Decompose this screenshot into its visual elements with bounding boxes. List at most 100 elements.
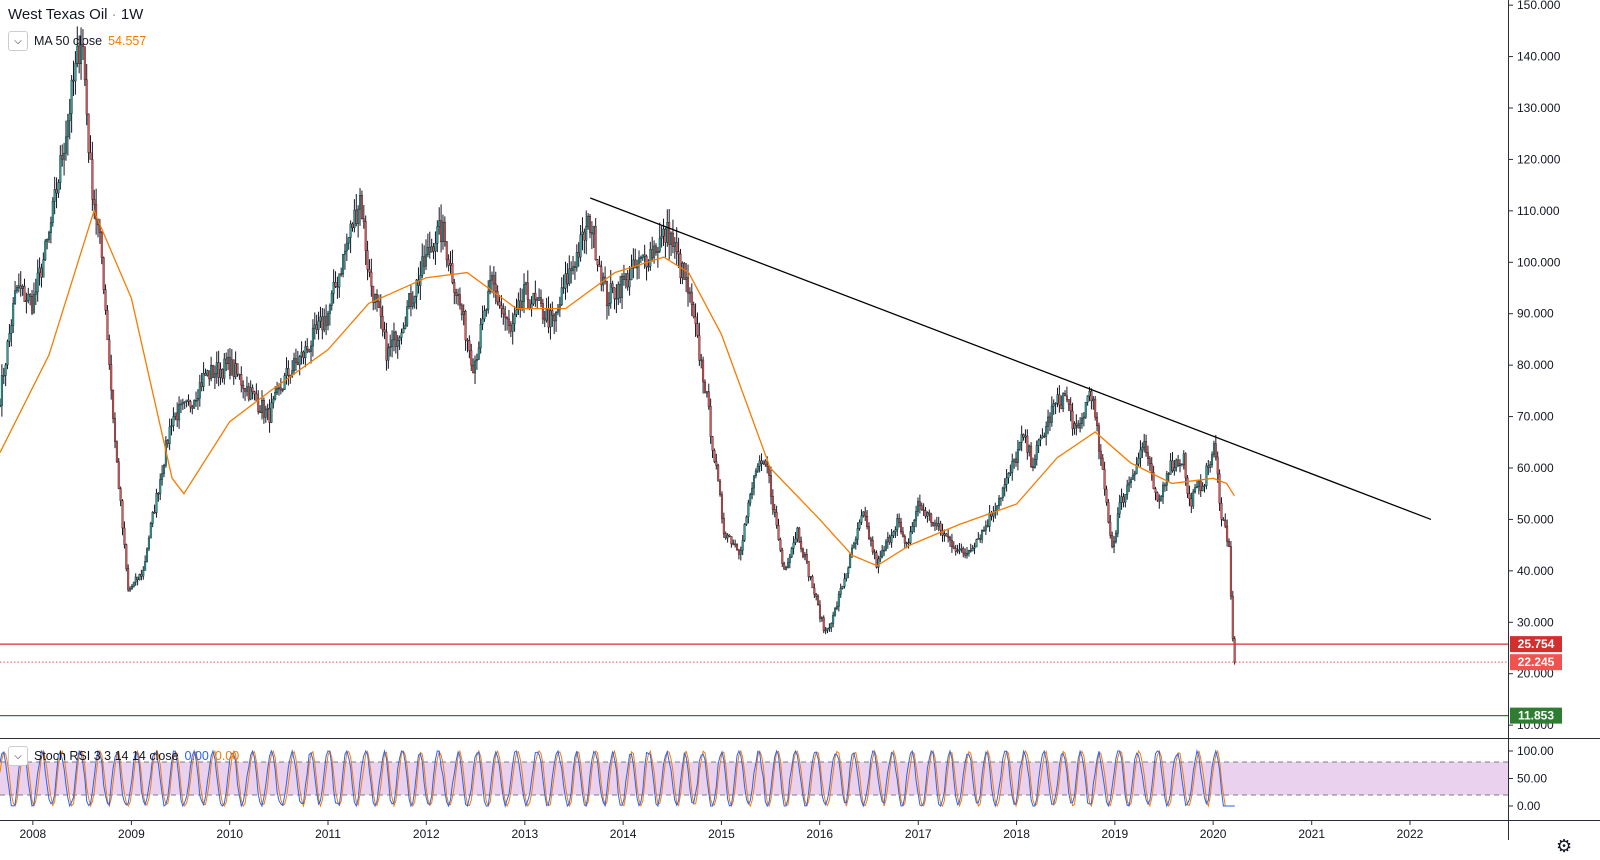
candle-body (470, 350, 473, 366)
price-tick-label: 40.000 (1517, 564, 1554, 578)
chevron-down-icon[interactable]: ⌵ (8, 746, 28, 766)
candle-body (841, 586, 844, 589)
candle-body (918, 501, 921, 506)
chevron-down-icon[interactable]: ⌵ (8, 31, 28, 51)
ma-legend-row: ⌵ MA 50 close 54.557 (8, 31, 146, 51)
candle-body (719, 480, 722, 495)
candle-body (754, 470, 757, 477)
candle-body (683, 262, 686, 280)
stoch-k-value: 0.00 (184, 749, 209, 763)
candle-body (666, 222, 669, 243)
candle-body (564, 273, 567, 289)
candle-body (423, 256, 426, 267)
stoch-legend-row: ⌵ Stoch RSI 3 3 14 14 close 0.00 0.00 (8, 746, 239, 766)
candle-body (647, 266, 650, 268)
candle-body (383, 329, 386, 333)
candle-body (730, 536, 733, 544)
candle-body (46, 239, 49, 242)
candle-body (916, 501, 919, 512)
candle-body (1150, 463, 1153, 473)
symbol-title: West Texas Oil · 1W (8, 6, 146, 23)
candle-body (658, 238, 661, 252)
candle-body (168, 426, 171, 444)
candle-body (858, 522, 861, 529)
candle-body (376, 294, 379, 302)
candle-body (805, 554, 808, 562)
candle-body (447, 259, 450, 266)
candle-body (860, 515, 863, 523)
time-tick-label: 2019 (1101, 827, 1128, 841)
candle-body (504, 313, 507, 318)
candle-body (570, 268, 573, 271)
candle-body (1211, 454, 1214, 465)
candle-body (1026, 435, 1029, 453)
candle-body (538, 297, 541, 301)
candle-body (975, 539, 978, 548)
candle-body (875, 552, 878, 568)
candle-body (245, 386, 248, 392)
candle-body (1199, 480, 1202, 492)
candle-body (811, 576, 814, 589)
candle-body (590, 232, 593, 235)
candle-body (1173, 467, 1176, 472)
candle-body (1084, 401, 1087, 418)
candle-body (110, 364, 113, 391)
candle-body (277, 387, 280, 390)
candle-body (639, 257, 642, 259)
candle-body (579, 234, 582, 258)
candle-body (262, 400, 265, 418)
candle-body (149, 523, 152, 539)
candle-body (1224, 520, 1227, 527)
candle-body (1124, 494, 1127, 503)
candle-body (675, 242, 678, 252)
candle-body (1146, 452, 1149, 459)
candle-body (1113, 541, 1116, 548)
candle-body (242, 384, 245, 389)
candle-body (1120, 496, 1123, 503)
candle-body (40, 267, 43, 278)
candle-body (498, 301, 501, 306)
candle-body (1105, 488, 1108, 503)
candle-body (741, 540, 744, 551)
candle-body (769, 475, 772, 497)
candle-body (813, 587, 816, 595)
candle-body (438, 220, 441, 227)
candle-body (136, 576, 139, 581)
candle-body (873, 551, 876, 554)
candle-body (760, 460, 763, 465)
candle-body (545, 309, 548, 321)
candle-body (1048, 416, 1051, 423)
candle-body (815, 593, 818, 597)
candle-body (36, 272, 39, 293)
candle-body (890, 535, 893, 543)
candle-body (338, 273, 341, 288)
candle-body (319, 316, 322, 322)
price-label-text: 11.853 (1518, 709, 1554, 723)
title-separator: · (111, 6, 117, 23)
candle-body (1005, 477, 1008, 485)
candle-body (630, 267, 633, 281)
candle-body (560, 287, 563, 305)
candle-body (178, 404, 181, 421)
price-pane (0, 26, 1508, 717)
candle-body (457, 294, 460, 296)
candle-body (221, 368, 224, 379)
candle-body (362, 218, 365, 222)
candle-body (1067, 399, 1070, 405)
candle-body (140, 573, 143, 577)
candle-body (1060, 404, 1063, 409)
candle-body (988, 512, 991, 527)
candle-body (379, 307, 382, 317)
candle-body (21, 285, 24, 289)
candle-body (1169, 460, 1172, 475)
gear-icon[interactable]: ⚙ (1556, 836, 1573, 856)
candle-body (922, 509, 925, 512)
stoch-d-line (0, 749, 1235, 808)
candle-body (440, 220, 443, 242)
candle-body (1214, 443, 1217, 458)
candle-body (790, 548, 793, 558)
candle-body (355, 209, 358, 224)
candle-body (313, 324, 316, 329)
candle-body (464, 311, 467, 341)
